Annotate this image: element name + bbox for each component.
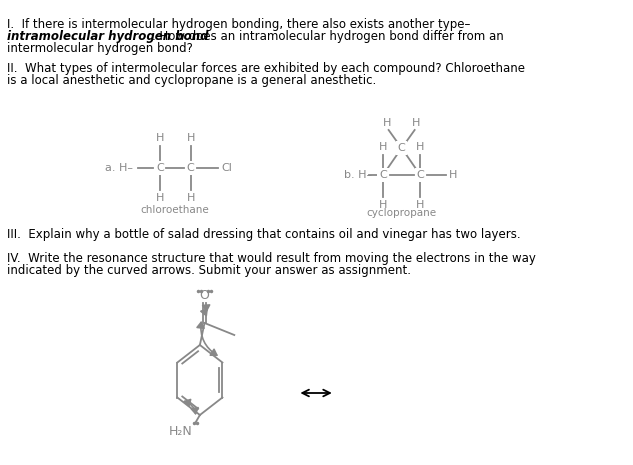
Text: Cl: Cl [222, 163, 232, 173]
Text: C: C [187, 163, 194, 173]
Text: H: H [416, 200, 424, 210]
Text: O: O [199, 289, 210, 302]
Text: chloroethane: chloroethane [141, 205, 209, 215]
Text: . How does an intramolecular hydrogen bond differ from an: . How does an intramolecular hydrogen bo… [153, 30, 505, 43]
Text: a. H–: a. H– [105, 163, 133, 173]
Text: H: H [379, 200, 387, 210]
Text: H: H [382, 118, 391, 128]
Text: H: H [379, 142, 387, 152]
Text: H: H [186, 133, 195, 143]
FancyArrowPatch shape [201, 305, 210, 316]
Text: H: H [186, 193, 195, 203]
Text: C: C [398, 143, 406, 153]
Text: III.  Explain why a bottle of salad dressing that contains oil and vinegar has t: III. Explain why a bottle of salad dress… [8, 228, 521, 241]
Text: H: H [449, 170, 458, 180]
Text: C: C [417, 170, 424, 180]
FancyArrowPatch shape [184, 399, 198, 414]
Text: intermolecular hydrogen bond?: intermolecular hydrogen bond? [8, 42, 193, 55]
Text: b. H–: b. H– [344, 170, 372, 180]
Text: C: C [379, 170, 387, 180]
Text: H: H [156, 133, 164, 143]
Text: intramolecular hydrogen bond: intramolecular hydrogen bond [8, 30, 209, 43]
Text: H: H [416, 142, 424, 152]
Text: H: H [156, 193, 164, 203]
Text: IV.  Write the resonance structure that would result from moving the electrons i: IV. Write the resonance structure that w… [8, 252, 536, 265]
FancyArrowPatch shape [197, 322, 217, 355]
Text: cyclopropane: cyclopropane [367, 208, 437, 218]
Text: I.  If there is intermolecular hydrogen bonding, there also exists another type–: I. If there is intermolecular hydrogen b… [8, 18, 471, 31]
Text: II.  What types of intermolecular forces are exhibited by each compound? Chloroe: II. What types of intermolecular forces … [8, 62, 525, 75]
Text: H₂N: H₂N [169, 425, 192, 438]
Text: indicated by the curved arrows. Submit your answer as assignment.: indicated by the curved arrows. Submit y… [8, 264, 411, 277]
Text: is a local anesthetic and cyclopropane is a general anesthetic.: is a local anesthetic and cyclopropane i… [8, 74, 377, 87]
Text: H: H [412, 118, 421, 128]
Text: C: C [156, 163, 164, 173]
